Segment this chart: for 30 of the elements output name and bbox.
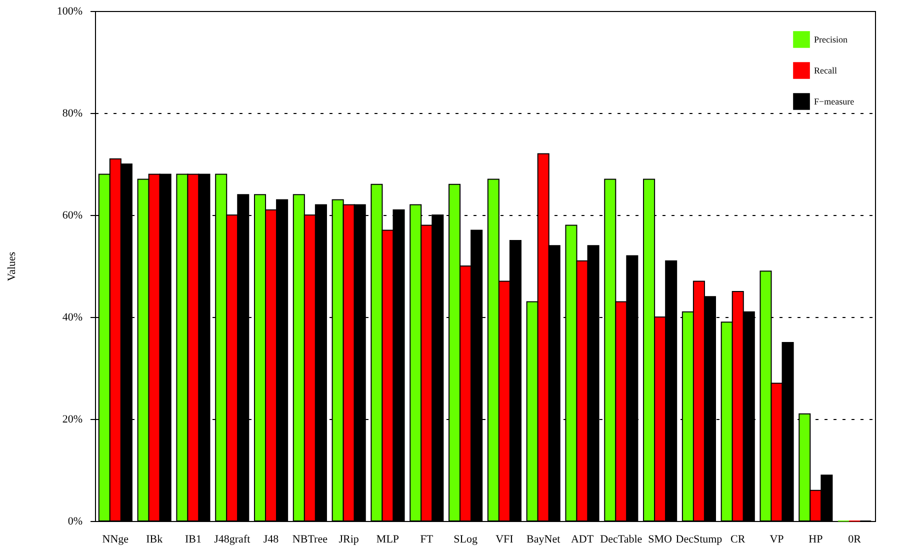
x-tick-label: CR	[730, 534, 746, 546]
x-tick-label: ADT	[570, 534, 594, 546]
legend-label: F−measure	[814, 96, 854, 106]
legend-label: Precision	[814, 34, 848, 44]
x-tick-label: HP	[808, 534, 823, 546]
y-axis-title: Values	[6, 252, 18, 282]
y-tick-label: 0%	[68, 516, 82, 528]
x-tick-label: J48graft	[214, 534, 250, 546]
legend-label: Recall	[814, 66, 838, 76]
x-tick-label: SLog	[454, 534, 478, 546]
x-tick-label: DecStump	[676, 534, 723, 546]
y-tick-label: 100%	[56, 6, 82, 18]
x-tick-label: IBk	[146, 534, 164, 546]
x-tick-label: JRip	[338, 534, 360, 546]
x-tick-label: J48	[263, 534, 280, 546]
y-tick-label: 20%	[62, 414, 82, 426]
x-tick-label: 0R	[848, 534, 862, 546]
x-tick-label: VP	[770, 534, 784, 546]
y-tick-label: 40%	[62, 312, 82, 324]
x-tick-label: BayNet	[526, 534, 560, 546]
y-tick-label: 60%	[62, 210, 82, 222]
x-tick-label: FT	[420, 534, 434, 546]
x-tick-label: IB1	[184, 534, 202, 546]
x-tick-label: NBTree	[292, 534, 328, 546]
y-tick-label: 80%	[62, 108, 82, 120]
x-tick-label: NNge	[102, 534, 129, 546]
x-tick-label: MLP	[376, 534, 400, 546]
x-tick-label: SMO	[648, 534, 672, 546]
x-tick-label: VFI	[496, 534, 514, 546]
x-tick-label: DecTable	[600, 534, 642, 546]
